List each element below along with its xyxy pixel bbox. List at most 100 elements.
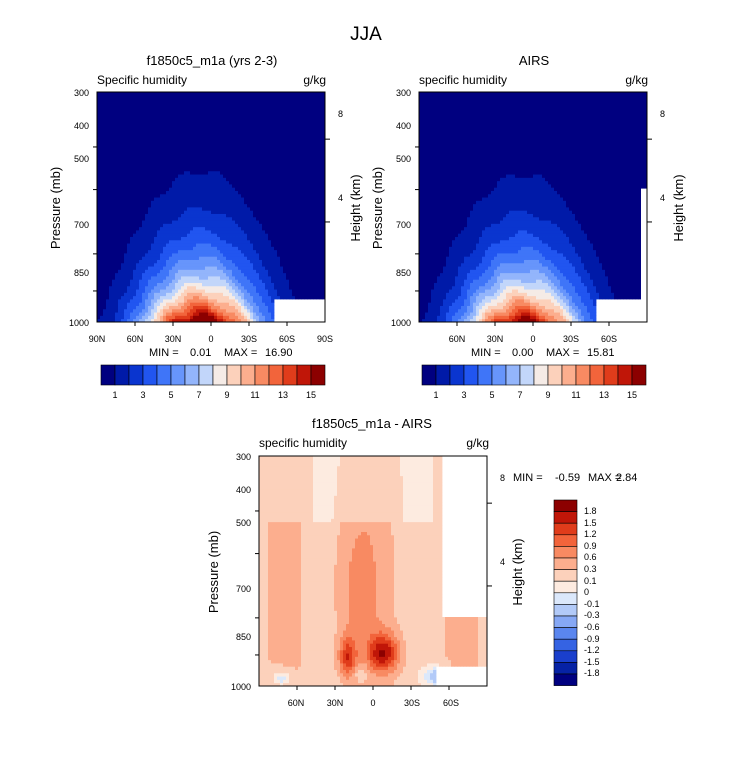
- contour-cell: [307, 141, 311, 145]
- contour-cell: [259, 315, 263, 320]
- contour-cell: [169, 164, 173, 168]
- contour-cell: [175, 269, 179, 274]
- contour-cell: [193, 177, 197, 182]
- contour-cell: [289, 210, 293, 214]
- contour-cell: [166, 269, 170, 274]
- contour-cell: [121, 161, 125, 165]
- contour-cell: [208, 108, 212, 113]
- contour-cell: [136, 98, 140, 103]
- contour-cell: [274, 249, 278, 254]
- contour-cell: [151, 134, 155, 139]
- contour-cell: [307, 246, 311, 251]
- contour-cell: [289, 253, 293, 257]
- contour-cell: [271, 299, 275, 303]
- contour-cell: [166, 256, 170, 260]
- contour-cell: [256, 92, 260, 96]
- contour-cell: [235, 282, 239, 287]
- contour-cell: [187, 164, 191, 168]
- contour-cell: [253, 128, 257, 132]
- contour-cell: [109, 246, 113, 251]
- contour-cell: [169, 167, 173, 172]
- contour-cell: [304, 128, 308, 132]
- contour-cell: [157, 190, 161, 195]
- contour-cell: [283, 174, 287, 178]
- contour-cell: [211, 253, 215, 257]
- contour-cell: [133, 210, 137, 214]
- contour-cell: [265, 210, 269, 214]
- contour-cell: [205, 312, 209, 316]
- contour-cell: [256, 118, 260, 122]
- contour-cell: [100, 203, 104, 208]
- contour-cell: [127, 292, 131, 297]
- contour-cell: [298, 239, 302, 244]
- contour-cell: [223, 282, 227, 287]
- contour-cell: [295, 101, 299, 106]
- contour-cell: [274, 115, 278, 119]
- contour-cell: [262, 213, 266, 218]
- contour-cell: [268, 289, 272, 293]
- contour-cell: [205, 282, 209, 287]
- contour-cell: [313, 177, 317, 182]
- contour-cell: [127, 118, 131, 122]
- contour-cell: [256, 279, 260, 283]
- contour-cell: [190, 308, 194, 313]
- contour-cell: [214, 256, 218, 260]
- contour-cell: [109, 269, 113, 274]
- contour-cell: [202, 266, 206, 270]
- contour-cell: [124, 154, 128, 159]
- contour-cell: [187, 147, 191, 152]
- contour-cell: [142, 101, 146, 106]
- contour-cell: [238, 128, 242, 132]
- contour-cell: [151, 315, 155, 320]
- contour-cell: [298, 138, 302, 142]
- contour-cell: [175, 308, 179, 313]
- contour-cell: [292, 249, 296, 254]
- contour-cell: [148, 266, 152, 270]
- contour-cell: [118, 111, 122, 116]
- contour-cell: [250, 262, 254, 267]
- contour-cell: [106, 157, 110, 162]
- contour-cell: [313, 282, 317, 287]
- contour-cell: [220, 193, 224, 198]
- contour-cell: [208, 249, 212, 254]
- contour-cell: [154, 203, 158, 208]
- contour-cell: [202, 285, 206, 290]
- contour-cell: [238, 315, 242, 320]
- contour-cell: [178, 98, 182, 103]
- contour-cell: [295, 105, 299, 109]
- contour-cell: [265, 249, 269, 254]
- contour-cell: [226, 243, 230, 247]
- contour-cell: [148, 121, 152, 126]
- contour-cell: [274, 124, 278, 129]
- contour-cell: [220, 256, 224, 260]
- contour-cell: [178, 161, 182, 165]
- contour-cell: [235, 269, 239, 274]
- contour-cell: [103, 101, 107, 106]
- contour-cell: [139, 216, 143, 221]
- contour-cell: [229, 259, 233, 264]
- contour-cell: [163, 177, 167, 182]
- contour-cell: [283, 279, 287, 283]
- contour-cell: [241, 98, 245, 103]
- contour-cell: [295, 108, 299, 113]
- contour-cell: [220, 161, 224, 165]
- contour-cell: [238, 246, 242, 251]
- contour-cell: [103, 157, 107, 162]
- contour-cell: [190, 144, 194, 149]
- contour-cell: [193, 279, 197, 283]
- contour-cell: [181, 92, 185, 96]
- contour-cell: [175, 239, 179, 244]
- contour-cell: [139, 259, 143, 264]
- contour-cell: [190, 299, 194, 303]
- contour-cell: [313, 262, 317, 267]
- contour-cell: [163, 95, 167, 99]
- contour-cell: [232, 272, 236, 277]
- contour-cell: [250, 292, 254, 297]
- contour-cell: [163, 203, 167, 208]
- contour-cell: [139, 223, 143, 228]
- contour-cell: [208, 170, 212, 175]
- contour-cell: [121, 105, 125, 109]
- contour-cell: [214, 161, 218, 165]
- contour-cell: [103, 115, 107, 119]
- contour-cell: [259, 144, 263, 149]
